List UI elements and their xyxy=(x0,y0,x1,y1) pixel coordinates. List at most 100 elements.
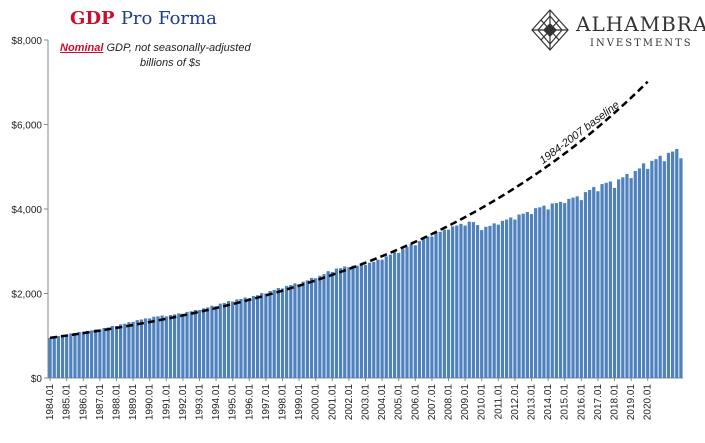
bar xyxy=(185,311,189,378)
baseline-line xyxy=(49,80,649,340)
bar xyxy=(646,168,650,378)
bar xyxy=(525,211,529,378)
bar xyxy=(114,326,119,378)
x-tick-label: 1991.01 xyxy=(161,384,172,421)
bar xyxy=(513,219,517,378)
x-tick-label: 2013.01 xyxy=(527,384,538,421)
bar xyxy=(309,277,314,378)
bar xyxy=(534,208,538,378)
bar xyxy=(135,320,139,378)
bar xyxy=(604,182,608,378)
bar xyxy=(426,236,430,378)
bar xyxy=(206,307,210,378)
bar xyxy=(471,222,476,378)
x-tick-label: 1993.01 xyxy=(194,384,205,421)
bar xyxy=(322,274,326,378)
bar xyxy=(438,231,442,378)
bar xyxy=(260,293,264,378)
bar xyxy=(106,327,110,378)
bar xyxy=(359,263,363,378)
bar xyxy=(504,219,509,378)
x-tick-label: 1997.01 xyxy=(261,384,272,421)
bar xyxy=(563,203,567,378)
bar xyxy=(480,230,484,379)
bar xyxy=(276,288,280,378)
bar xyxy=(326,271,330,378)
bar xyxy=(152,316,156,378)
bar xyxy=(380,259,384,378)
bar xyxy=(496,224,500,378)
bar xyxy=(492,223,496,378)
bar xyxy=(172,314,177,378)
y-tick-label: $8,000 xyxy=(11,36,42,47)
bar xyxy=(218,303,222,378)
bar xyxy=(463,225,467,378)
bar xyxy=(272,289,276,378)
x-tick-label: 1989.01 xyxy=(128,384,139,421)
bar xyxy=(264,293,268,378)
bar xyxy=(475,225,480,378)
bar xyxy=(77,331,81,378)
x-tick-label: 1986.01 xyxy=(78,384,89,421)
x-tick-label: 2006.01 xyxy=(410,384,421,421)
bar xyxy=(102,327,106,378)
x-tick-label: 1994.01 xyxy=(211,384,222,421)
bar xyxy=(347,267,351,378)
bar xyxy=(305,280,310,378)
bar xyxy=(579,200,583,378)
bar xyxy=(384,256,388,378)
bar xyxy=(417,241,422,378)
bar xyxy=(625,173,629,378)
bar xyxy=(139,319,143,378)
bar xyxy=(202,308,206,378)
bar xyxy=(214,306,218,378)
x-tick-label: 1996.01 xyxy=(244,384,255,421)
bar xyxy=(413,245,417,378)
bar xyxy=(226,301,231,378)
bar xyxy=(600,184,604,378)
x-tick-label: 2020.01 xyxy=(643,384,654,421)
x-tick-label: 1985.01 xyxy=(62,384,73,421)
bar xyxy=(127,322,131,378)
bar xyxy=(351,265,355,378)
bar xyxy=(446,229,451,378)
bar xyxy=(451,226,455,378)
bar xyxy=(355,265,359,378)
bar xyxy=(280,288,285,378)
bar xyxy=(143,318,148,378)
bar xyxy=(679,158,683,378)
bar xyxy=(289,285,293,378)
x-tick-label: 1999.01 xyxy=(294,384,305,421)
bar xyxy=(397,252,401,378)
x-tick-label: 2016.01 xyxy=(576,384,587,421)
bar xyxy=(629,178,633,378)
bar xyxy=(164,316,168,378)
bar xyxy=(588,189,592,378)
subtitle-nominal: Nominal xyxy=(60,42,104,54)
x-tick-label: 2007.01 xyxy=(427,384,438,421)
bar xyxy=(484,226,488,378)
bar xyxy=(338,268,343,378)
x-tick-label: 2019.01 xyxy=(626,384,637,421)
x-tick-label: 2009.01 xyxy=(460,384,471,421)
bar xyxy=(193,309,197,378)
bar xyxy=(131,321,135,378)
chart-subtitle: Nominal GDP, not seasonally-adjusted xyxy=(60,42,251,54)
x-tick-label: 2002.01 xyxy=(344,384,355,421)
x-tick-label: 2004.01 xyxy=(377,384,388,421)
x-tick-label: 1984.01 xyxy=(45,384,56,421)
x-tick-label: 1998.01 xyxy=(277,384,288,421)
alhambra-logo: ALHAMBRA INVESTMENTS xyxy=(530,8,705,54)
x-tick-label: 2005.01 xyxy=(394,384,405,421)
bar xyxy=(285,285,289,378)
bar xyxy=(363,264,368,378)
y-tick-label: $0 xyxy=(31,374,43,385)
bar xyxy=(52,336,56,378)
bar xyxy=(409,244,413,378)
x-tick-label: 2010.01 xyxy=(477,384,488,421)
bar xyxy=(641,163,646,378)
x-tick-label: 2000.01 xyxy=(311,384,322,421)
bar xyxy=(575,196,579,378)
